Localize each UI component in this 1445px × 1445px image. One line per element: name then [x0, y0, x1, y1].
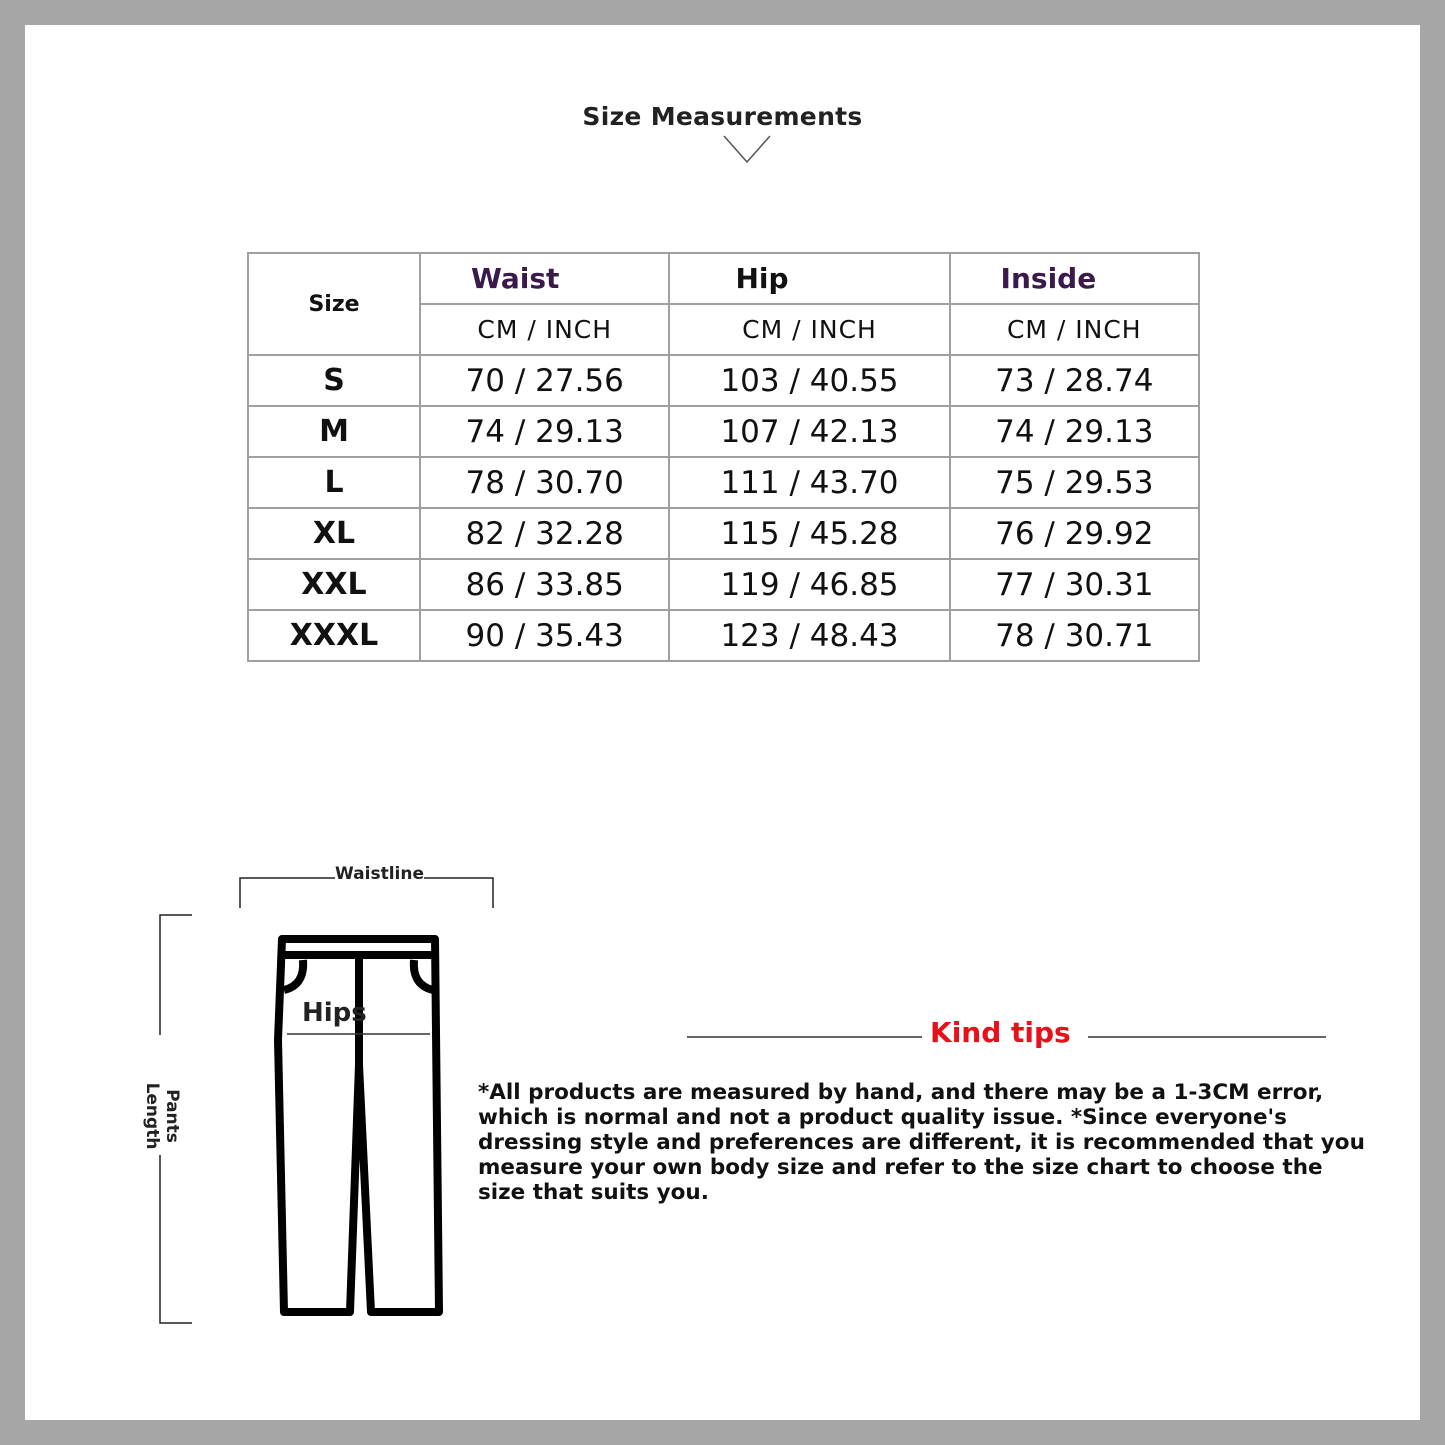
- size-cell: XXL: [247, 558, 421, 611]
- hip-header: Hip: [668, 252, 951, 305]
- unit-label: CM / INCH: [948, 303, 1201, 356]
- table-row: L 78 / 30.70 111 / 43.70 75 / 29.53: [247, 456, 1201, 509]
- inside-cell: 77 / 30.31: [948, 558, 1201, 611]
- waist-cell: 74 / 29.13: [418, 405, 671, 458]
- length-bracket-bottom: [159, 1155, 192, 1324]
- inside-cell: 76 / 29.92: [948, 507, 1201, 560]
- inside-cell: 73 / 28.74: [948, 354, 1201, 407]
- table-row: M 74 / 29.13 107 / 42.13 74 / 29.13: [247, 405, 1201, 458]
- size-header: Size: [247, 252, 421, 356]
- hip-cell: 103 / 40.55: [668, 354, 951, 407]
- waist-cell: 90 / 35.43: [418, 609, 671, 662]
- table-row: XXXL 90 / 35.43 123 / 48.43 78 / 30.71: [247, 609, 1201, 662]
- table-row: XXL 86 / 33.85 119 / 46.85 77 / 30.31: [247, 558, 1201, 611]
- waist-header: Waist: [418, 252, 671, 305]
- size-cell: L: [247, 456, 421, 509]
- hip-cell: 115 / 45.28: [668, 507, 951, 560]
- kind-tips-text: *All products are measured by hand, and …: [478, 1080, 1365, 1205]
- inside-cell: 75 / 29.53: [948, 456, 1201, 509]
- waistline-label: Waistline: [335, 864, 424, 884]
- pants-icon: [274, 935, 443, 1316]
- size-cell: XXXL: [247, 609, 421, 662]
- pants-length-label: Pants Length: [142, 1082, 182, 1150]
- unit-label: CM / INCH: [668, 303, 951, 356]
- size-cell: M: [247, 405, 421, 458]
- page-title: Size Measurements: [582, 102, 863, 131]
- waist-cell: 70 / 27.56: [418, 354, 671, 407]
- size-table: Size Waist Hip Inside CM / INCH CM / INC…: [247, 252, 1201, 662]
- hips-label: Hips: [302, 998, 367, 1028]
- kind-tips-title: Kind tips: [930, 1016, 1071, 1049]
- table-row: S 70 / 27.56 103 / 40.55 73 / 28.74: [247, 354, 1201, 407]
- unit-label: CM / INCH: [418, 303, 671, 356]
- waist-cell: 86 / 33.85: [418, 558, 671, 611]
- waist-cell: 82 / 32.28: [418, 507, 671, 560]
- size-cell: XL: [247, 507, 421, 560]
- inside-header: Inside: [948, 252, 1201, 305]
- hip-cell: 119 / 46.85: [668, 558, 951, 611]
- table-row: XL 82 / 32.28 115 / 45.28 76 / 29.92: [247, 507, 1201, 560]
- chevron-down-icon: [723, 135, 771, 164]
- size-cell: S: [247, 354, 421, 407]
- inside-cell: 74 / 29.13: [948, 405, 1201, 458]
- hip-cell: 107 / 42.13: [668, 405, 951, 458]
- waist-cell: 78 / 30.70: [418, 456, 671, 509]
- hip-cell: 111 / 43.70: [668, 456, 951, 509]
- length-bracket-top: [159, 914, 192, 1035]
- inside-cell: 78 / 30.71: [948, 609, 1201, 662]
- hip-cell: 123 / 48.43: [668, 609, 951, 662]
